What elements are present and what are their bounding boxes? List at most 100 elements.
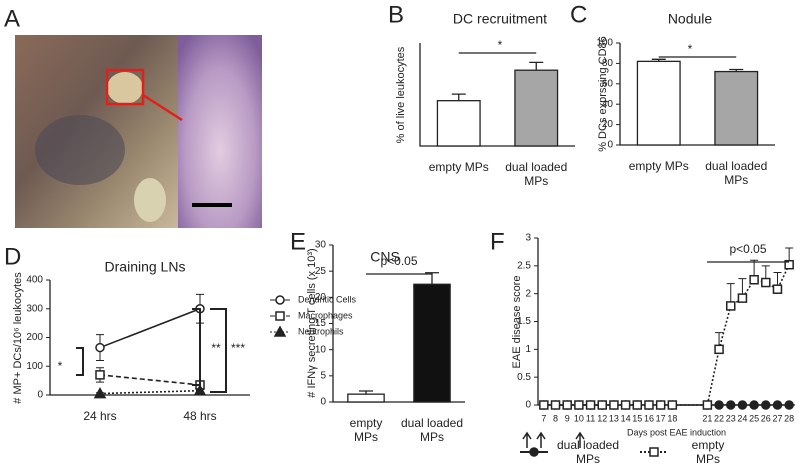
y-tick-label: 30 [315, 240, 327, 251]
x-tick-label: empty MPs [629, 159, 689, 173]
panel-letter: E [290, 228, 306, 255]
x-tick-label: 23 [726, 413, 736, 423]
point [726, 400, 736, 410]
y-tick-label: 100 [26, 361, 43, 372]
injection-arrow [522, 431, 532, 448]
x-tick-label: empty MPs [429, 160, 489, 174]
error-bar [359, 390, 373, 395]
x-tick-label: dual loaded MPs [505, 160, 567, 188]
point [95, 370, 105, 380]
x-tick-label: 18 [667, 413, 677, 423]
bar [636, 60, 681, 146]
x-tick-label: 17 [656, 413, 666, 423]
panel-letter: C [570, 1, 587, 28]
point [93, 387, 107, 399]
x-tick-label: dual loaded MPs [401, 416, 463, 444]
point [193, 384, 207, 396]
point [772, 284, 783, 294]
point [761, 277, 771, 288]
annotation: * [498, 38, 503, 52]
point [585, 400, 596, 410]
bracket [210, 308, 227, 393]
point [574, 400, 584, 410]
point [714, 400, 724, 410]
point [737, 400, 748, 410]
point [644, 400, 654, 410]
bar [413, 283, 451, 403]
legend-label: Neutrophils [298, 326, 344, 336]
y-tick-label: 60 [602, 78, 614, 89]
point [772, 400, 783, 410]
series-line [543, 264, 790, 406]
bracket [192, 308, 201, 386]
y-axis-label: % DCs exprssing CD86 [597, 36, 609, 152]
x-tick-label: 13 [609, 413, 619, 423]
annotation: * [58, 359, 63, 373]
point [702, 400, 713, 410]
point [539, 400, 549, 410]
y-tick-label: 0 [320, 397, 326, 408]
legend-marker [273, 325, 287, 337]
x-tick-label: 28 [784, 413, 794, 423]
point [737, 293, 748, 303]
legend-marker [649, 447, 659, 457]
legend-label: empty MPs [692, 438, 725, 466]
bar [347, 393, 385, 403]
panel-letter: A [4, 5, 20, 32]
y-tick-label: 3 [525, 233, 531, 244]
x-tick-label: 10 [574, 413, 584, 423]
series-line [99, 308, 201, 349]
x-tick-label: empty MPs [350, 416, 383, 444]
legend-marker [275, 295, 285, 305]
chart-title: Draining LNs [105, 259, 186, 275]
panel-a-image [15, 35, 262, 228]
bar [714, 70, 759, 146]
error-bar [651, 58, 666, 62]
x-tick-label: 22 [714, 413, 724, 423]
y-tick-label: 5 [320, 370, 326, 381]
error-bar [425, 272, 439, 285]
x-tick-label: 21 [702, 413, 712, 423]
chart-title: DC recruitment [453, 11, 547, 27]
y-tick-label: 0 [525, 400, 531, 411]
point [95, 342, 105, 353]
x-tick-label: 9 [565, 413, 570, 423]
y-tick-label: 20 [602, 119, 614, 130]
point [609, 400, 619, 410]
y-tick-label: 20 [315, 292, 327, 303]
y-tick-label: 0.5 [517, 372, 531, 383]
annotation: * [688, 42, 693, 56]
panel-letter: F [490, 228, 505, 255]
x-tick-label: 14 [621, 413, 631, 423]
y-tick-label: 2.5 [517, 260, 531, 271]
point [749, 400, 759, 410]
legend-marker [529, 447, 539, 457]
point [562, 400, 572, 410]
x-tick-label: 11 [586, 413, 595, 423]
y-tick-label: 200 [26, 332, 43, 343]
annotation: ** [211, 341, 221, 355]
annotation: p<0.05 [729, 242, 766, 256]
x-axis-label: Days post EAE induction [627, 427, 726, 437]
bar [514, 69, 559, 147]
x-tick-label: 25 [749, 413, 759, 423]
point [749, 275, 759, 285]
x-tick-label: 24 hrs [83, 409, 116, 423]
axes [537, 238, 795, 406]
series-line [99, 374, 201, 386]
y-tick-label: 80 [602, 58, 614, 69]
x-tick-label: 12 [597, 413, 607, 423]
point [597, 400, 607, 410]
x-tick-label: 24 [737, 413, 747, 423]
x-tick-label: 8 [553, 413, 558, 423]
x-tick-label: 27 [772, 413, 782, 423]
point [550, 400, 561, 410]
point [655, 400, 666, 410]
legend-marker [275, 311, 285, 321]
y-tick-label: 300 [26, 303, 43, 314]
y-tick-label: 100 [596, 38, 613, 49]
error-bar [729, 68, 744, 72]
injection-arrow [536, 431, 546, 448]
chart-title: CNS [370, 249, 400, 265]
y-tick-label: 15 [315, 318, 327, 329]
